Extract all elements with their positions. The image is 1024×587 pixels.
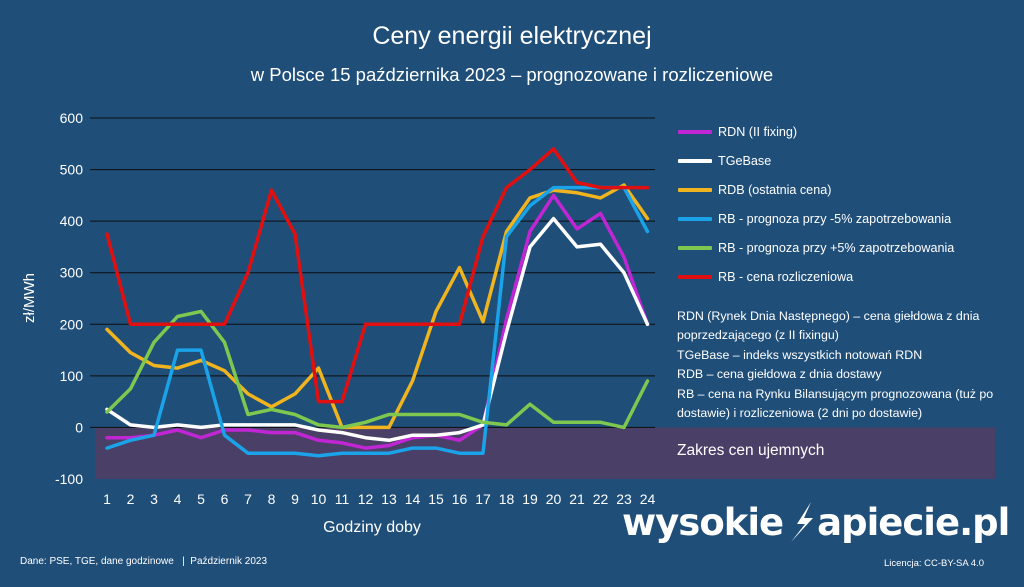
x-tick-label: 15	[428, 491, 444, 507]
legend-swatch	[678, 187, 712, 192]
legend-label: RDN (II fixing)	[718, 124, 798, 139]
x-tick-label: 16	[452, 491, 468, 507]
note-rdn: RDN (Rynek Dnia Następnego) – cena giełd…	[677, 309, 980, 343]
legend-label: RB - cena rozliczeniowa	[718, 269, 854, 284]
x-tick-label: 2	[127, 491, 135, 507]
legend-label: RDB (ostatnia cena)	[718, 182, 832, 197]
y-tick-label: 400	[60, 213, 84, 229]
legend-swatch	[678, 274, 712, 279]
x-tick-label: 13	[381, 491, 397, 507]
series-line-4	[105, 309, 650, 430]
series-line-2	[105, 183, 650, 430]
y-tick-label: 200	[60, 316, 84, 332]
x-tick-label: 1	[103, 491, 111, 507]
y-tick-label: 600	[60, 110, 84, 126]
note-tgebase: TGeBase – indeks wszystkich notowań RDN	[677, 347, 923, 362]
x-tick-label: 9	[291, 491, 299, 507]
chart-subtitle: w Polsce 15 października 2023 – prognozo…	[250, 64, 774, 85]
logo-text-right: apiecie.pl	[817, 500, 1010, 544]
x-axis-label: Godziny doby	[323, 519, 421, 536]
x-tick-label: 8	[268, 491, 276, 507]
brand-logo: wysokie apiecie.pl	[622, 500, 1010, 544]
x-tick-label: 17	[475, 491, 491, 507]
x-tick-label: 7	[244, 491, 252, 507]
chart-legend: RDN (II fixing) TGeBase RDB (ostatnia cena…	[678, 117, 954, 291]
series-line-0	[105, 193, 650, 450]
x-tick-label: 20	[546, 491, 562, 507]
legend-item: RB - prognoza przy +5% zapotrzebowania	[678, 233, 954, 262]
legend-item: RDB (ostatnia cena)	[678, 175, 954, 204]
y-tick-label: -100	[55, 471, 83, 487]
x-tick-label: 19	[522, 491, 538, 507]
series-line-3	[105, 185, 650, 458]
y-tick-label: 500	[60, 162, 84, 178]
x-tick-label: 6	[221, 491, 229, 507]
x-tick-label: 4	[174, 491, 182, 507]
x-tick-label: 24	[640, 491, 656, 507]
data-source: Dane: PSE, TGE, dane godzinowe | Paździe…	[20, 556, 268, 567]
logo-text-left: wysokie	[622, 500, 784, 544]
legend-swatch	[678, 129, 712, 134]
y-tick-label: 100	[60, 368, 84, 384]
x-tick-label: 23	[616, 491, 632, 507]
x-tick-label: 10	[311, 491, 327, 507]
x-tick-label: 21	[569, 491, 585, 507]
license-text: Licencja: CC-BY-SA 4.0	[884, 558, 984, 569]
note-rb: RB – cena na Rynku Bilansującym prognozo…	[677, 386, 994, 421]
series-line-5	[105, 147, 650, 404]
chart-title: Ceny energii elektrycznej	[372, 22, 652, 50]
legend-item: RB - cena rozliczeniowa	[678, 262, 954, 291]
negative-range-label: Zakres cen ujemnych	[677, 442, 825, 459]
y-tick-label: 0	[75, 419, 83, 435]
explanatory-notes: RDN (Rynek Dnia Następnego) – cena giełd…	[677, 307, 1017, 423]
legend-label: TGeBase	[718, 153, 772, 168]
y-tick-label: 300	[60, 265, 84, 281]
y-axis-label: zł/MWh	[21, 273, 38, 323]
legend-swatch	[678, 245, 712, 250]
x-tick-label: 3	[150, 491, 158, 507]
legend-label: RB - prognoza przy +5% zapotrzebowania	[718, 240, 955, 255]
note-rdb: RDB – cena giełdowa z dnia dostawy	[677, 367, 882, 382]
legend-item: RDN (II fixing)	[678, 117, 954, 146]
legend-item: TGeBase	[678, 146, 954, 175]
legend-swatch	[678, 216, 712, 221]
x-tick-label: 5	[197, 491, 205, 507]
negative-range-band	[95, 427, 995, 479]
series-line-1	[105, 216, 650, 443]
legend-item: RB - prognoza przy -5% zapotrzebowania	[678, 204, 954, 233]
legend-label: RB - prognoza przy -5% zapotrzebowania	[718, 211, 952, 226]
lightning-bolt-icon	[791, 502, 814, 542]
x-tick-label: 18	[499, 491, 515, 507]
x-tick-label: 12	[358, 491, 374, 507]
legend-swatch	[678, 158, 712, 163]
x-tick-label: 14	[405, 491, 421, 507]
x-tick-label: 11	[335, 491, 350, 507]
x-tick-label: 22	[593, 491, 609, 507]
